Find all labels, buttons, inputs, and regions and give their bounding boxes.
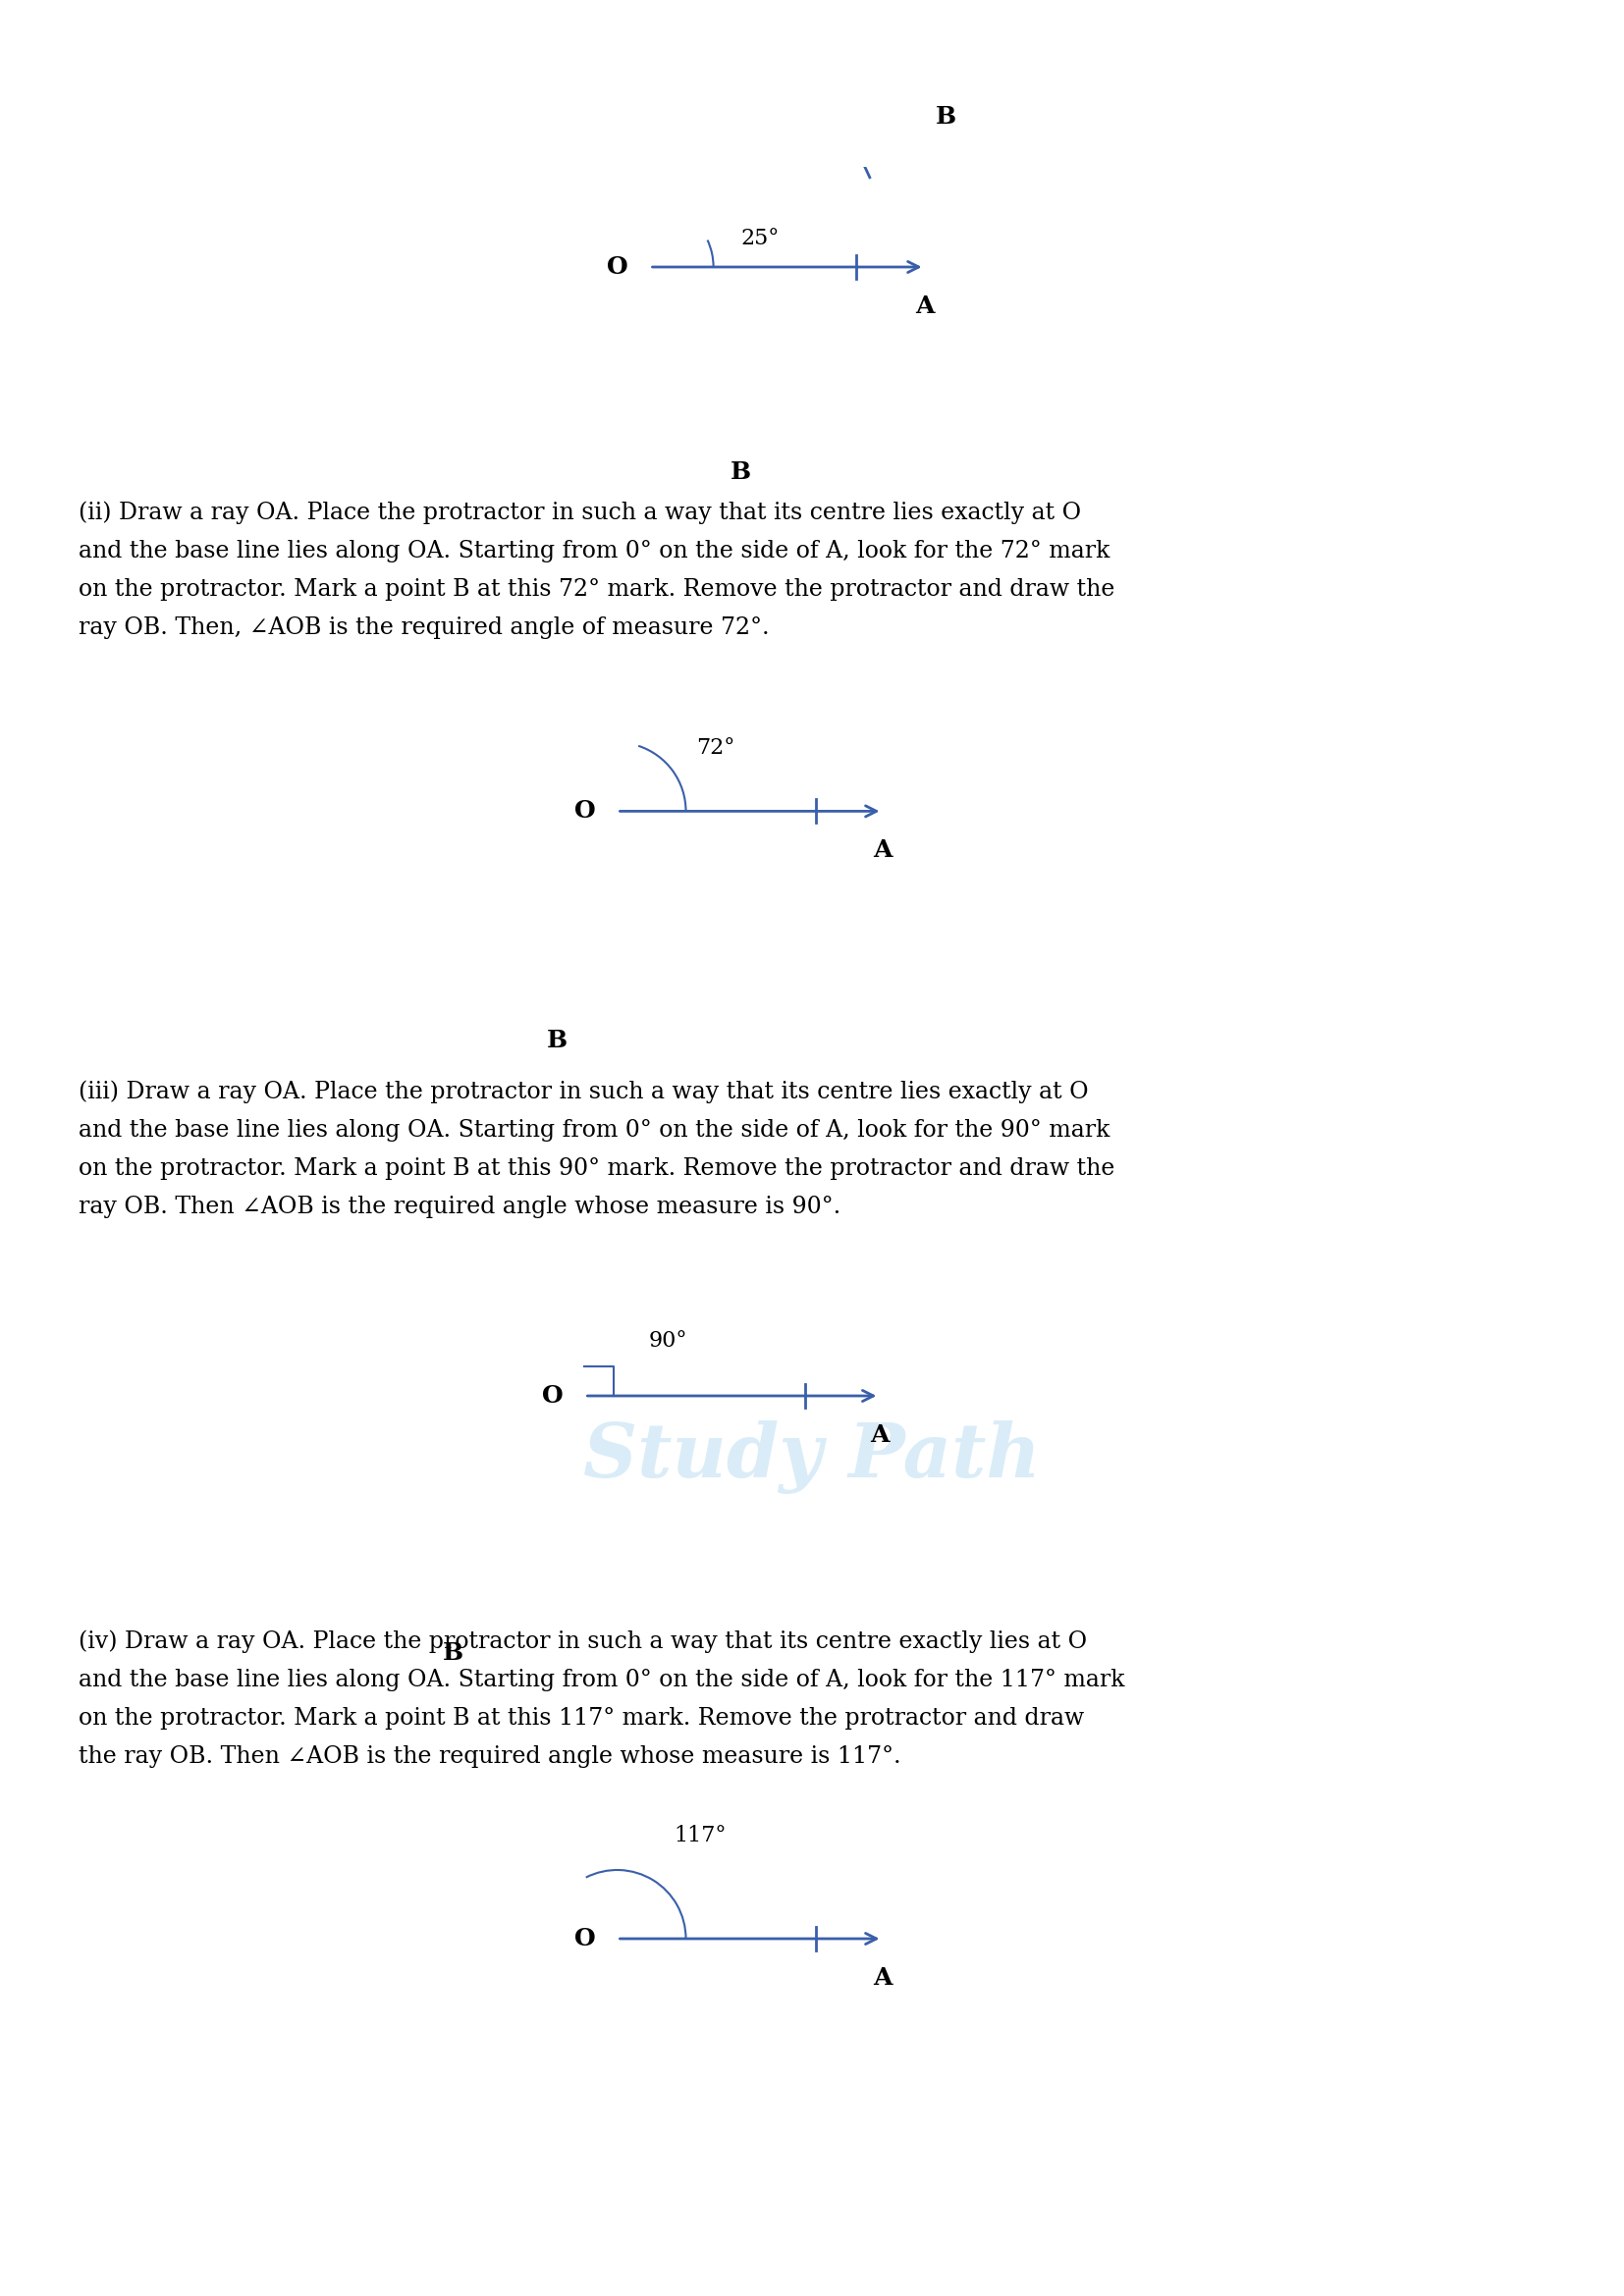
Text: (ii) Draw a ray OA. Place the protractor in such a way that its centre lies exac: (ii) Draw a ray OA. Place the protractor… xyxy=(78,501,1114,638)
Text: A: A xyxy=(869,1424,888,1446)
Text: O: O xyxy=(575,1926,596,1952)
Text: 72°: 72° xyxy=(697,737,736,760)
Text: O: O xyxy=(575,799,596,822)
Text: Chapter 13: Angles and Their Measurement: Chapter 13: Angles and Their Measurement xyxy=(443,110,1181,140)
Text: B: B xyxy=(546,1029,567,1052)
Text: Page 2 of 4: Page 2 of 4 xyxy=(736,2250,888,2273)
Text: Class-VI: Class-VI xyxy=(744,14,880,44)
Text: B: B xyxy=(935,106,957,129)
Text: RS Aggarwal Solutions: RS Aggarwal Solutions xyxy=(585,57,1039,92)
Text: B: B xyxy=(443,1642,464,1665)
Text: 117°: 117° xyxy=(674,1825,726,1846)
Text: O: O xyxy=(607,255,628,278)
Text: (iii) Draw a ray OA. Place the protractor in such a way that its centre lies exa: (iii) Draw a ray OA. Place the protracto… xyxy=(78,1079,1114,1219)
Text: Study: Study xyxy=(80,80,136,96)
Text: (iv) Draw a ray OA. Place the protractor in such a way that its centre exactly l: (iv) Draw a ray OA. Place the protractor… xyxy=(78,1630,1125,1768)
Text: O: O xyxy=(542,1384,564,1407)
Text: A: A xyxy=(872,838,892,863)
Text: Path: Path xyxy=(86,53,130,69)
Text: 90°: 90° xyxy=(648,1329,687,1352)
Text: A: A xyxy=(914,294,934,319)
Text: A: A xyxy=(872,1965,892,1991)
Text: Study Path: Study Path xyxy=(583,1421,1041,1495)
Text: 25°: 25° xyxy=(741,227,780,248)
Text: B: B xyxy=(731,461,750,484)
